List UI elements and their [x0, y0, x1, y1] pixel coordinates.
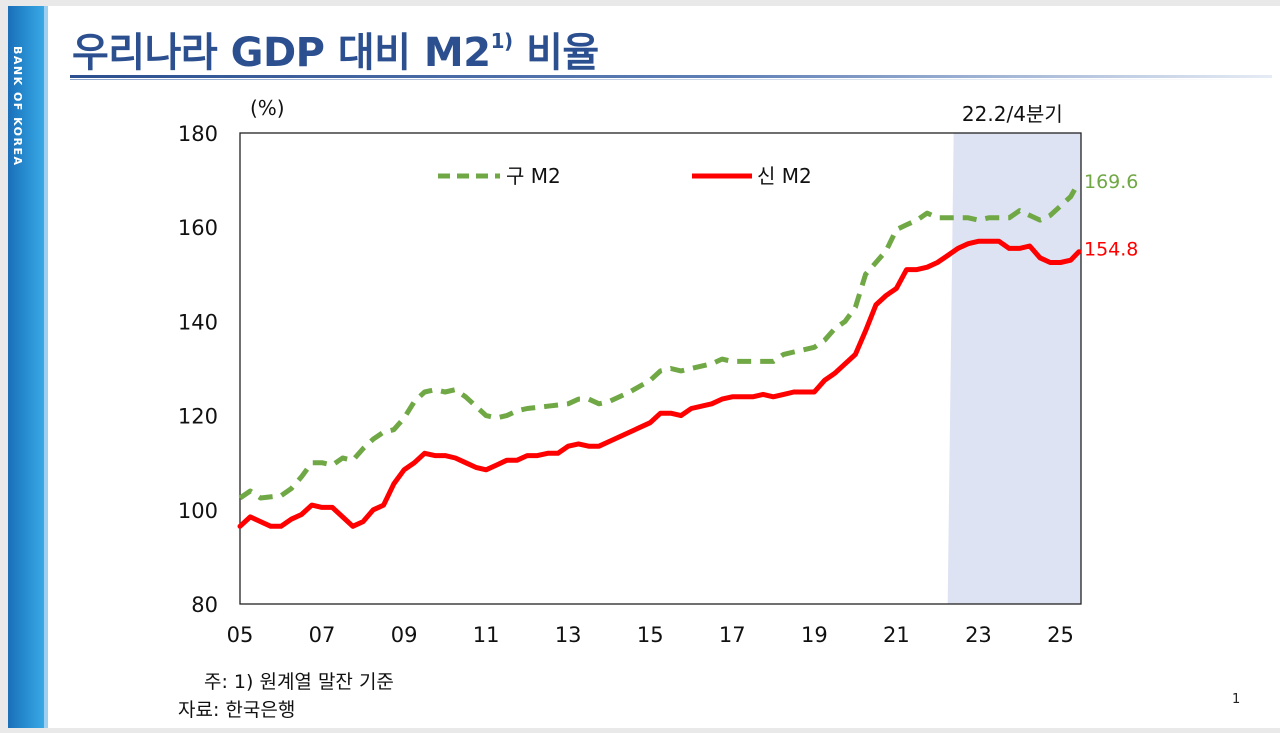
y-tick-label: 80: [191, 593, 218, 617]
footnotes: 주: 1) 원계열 말잔 기준 자료: 한국은행: [178, 668, 394, 724]
title-suffix: 비율: [512, 30, 599, 76]
note-text: 주: 1) 원계열 말잔 기준: [204, 671, 394, 693]
x-tick-label: 11: [473, 623, 500, 647]
x-tick-label: 05: [227, 623, 254, 647]
title-underline: [70, 75, 1272, 78]
x-tick-label: 23: [965, 623, 992, 647]
page-number: 1: [1232, 692, 1241, 707]
x-tick-label: 25: [1047, 623, 1074, 647]
title-underline-thin: [70, 79, 1272, 80]
sidebar-edge: [44, 6, 48, 728]
y-tick-label: 100: [178, 499, 218, 523]
end-label-old-m2: 169.6: [1084, 171, 1138, 193]
y-axis-unit: (%): [250, 96, 285, 120]
y-tick-label: 160: [178, 216, 218, 240]
y-tick-label: 140: [178, 310, 218, 334]
x-tick-label: 15: [637, 623, 664, 647]
brand-text: BANK OF KOREA: [11, 46, 24, 167]
shaded-period: [947, 133, 1081, 604]
x-tick-label: 09: [391, 623, 418, 647]
title-main: 우리나라 GDP 대비 M2: [72, 30, 491, 76]
brand-sidebar: BANK OF KOREA: [8, 6, 44, 728]
x-tick-label: 19: [801, 623, 828, 647]
source-text: 자료: 한국은행: [178, 699, 296, 721]
series-line-old-m2: [238, 180, 1082, 501]
y-tick-label: 120: [178, 405, 218, 429]
x-tick-label: 21: [883, 623, 910, 647]
x-tick-label: 17: [719, 623, 746, 647]
page-title: 우리나라 GDP 대비 M21) 비율: [72, 20, 599, 78]
legend-label-new-m2: 신 M2: [757, 164, 812, 188]
legend-label-old-m2: 구 M2: [506, 164, 561, 188]
title-footnote-mark: 1): [490, 28, 514, 53]
end-label-new-m2: 154.8: [1084, 239, 1138, 261]
series-line-new-m2: [237, 238, 1082, 529]
plot-frame: [239, 132, 1082, 605]
shaded-period-label: 22.2/4분기: [962, 102, 1063, 126]
x-tick-label: 13: [555, 623, 582, 647]
x-tick-label: 07: [309, 623, 336, 647]
y-tick-label: 180: [178, 122, 218, 146]
